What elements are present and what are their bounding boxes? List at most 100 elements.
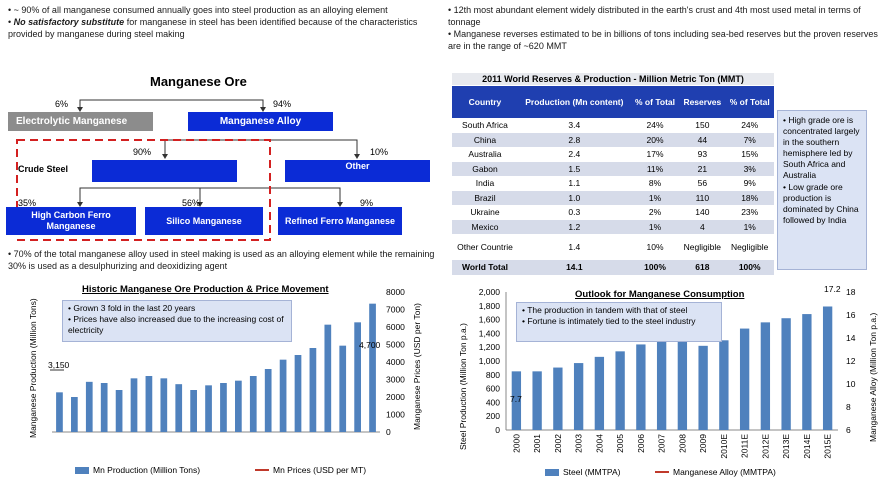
- chart2-y2-tick: 12: [846, 356, 856, 366]
- chart2-bar: [594, 356, 605, 430]
- chart1-bar: [369, 303, 376, 432]
- table-cell: 110: [679, 190, 726, 205]
- legend-swatch: [75, 466, 89, 474]
- flow-connectors: [16, 99, 360, 241]
- chart2-bar: [802, 314, 812, 430]
- legend-line: [655, 471, 669, 473]
- chart2-y-tick: 800: [486, 370, 500, 380]
- chart1-bar: [220, 383, 227, 432]
- pct-crude: 90%: [133, 147, 152, 157]
- chart1-bar: [85, 381, 93, 432]
- legend-swatch: [545, 468, 559, 476]
- table-row: Brazil 1.0 1% 110 18%: [452, 190, 774, 205]
- chart1-title: Historic Manganese Ore Production & Pric…: [82, 284, 329, 295]
- chart2-y2-tick: 16: [846, 310, 856, 320]
- table-header-cell: Reserves: [679, 86, 726, 118]
- chart1-legend-line: Mn Prices (USD per MT): [255, 465, 366, 475]
- note-right-line2: • Manganese reverses estimated to be in …: [448, 29, 878, 51]
- table-cell: 1%: [630, 219, 680, 234]
- usage-note: • 70% of the total manganese alloy used …: [8, 249, 435, 271]
- table-cell: 100%: [725, 260, 774, 275]
- chart1-callout-1: • Grown 3 fold in the last 20 years: [68, 303, 196, 313]
- table-header-cell: % of Total: [725, 86, 774, 118]
- table-cell: 1.4: [568, 242, 581, 252]
- manganese-alloy-box: Manganese Alloy: [188, 112, 333, 131]
- table-cell: 2%: [648, 207, 662, 218]
- flow-title: Manganese Ore: [150, 74, 247, 89]
- electrolytic-manganese-box: Electrolytic Manganese: [8, 112, 153, 131]
- chart1-bar: [205, 385, 212, 432]
- table-cell: 23%: [741, 207, 759, 218]
- pct-silico: 56%: [182, 198, 201, 208]
- table-cell: China: [452, 132, 518, 147]
- pct-hcf: 35%: [18, 198, 37, 208]
- table-cell: 0.3: [568, 207, 581, 218]
- table-header-cell: % of Total: [630, 86, 680, 118]
- pct-alloy: 94%: [273, 99, 292, 109]
- table-cell: 3%: [725, 161, 774, 176]
- note-left-line2: • No satisfactory substitute for mangane…: [8, 17, 418, 39]
- table-cell: Negligible: [683, 242, 722, 252]
- chart1-bar: [71, 397, 78, 432]
- chart1-y2-tick: 5000: [386, 340, 405, 350]
- pct-other: 10%: [370, 147, 389, 157]
- chart1-bar: [249, 376, 257, 432]
- table-cell: 18%: [725, 190, 774, 205]
- chart2-y2-tick: 18: [846, 287, 856, 297]
- chart1-bar: [339, 345, 347, 432]
- table-row: China 2.8 20% 44 7%: [452, 132, 774, 147]
- chart2-x-tick: 2013E: [781, 434, 791, 459]
- note-right: • 12th most abundant element widely dist…: [448, 4, 878, 52]
- high-carbon-ferro-box: High Carbon Ferro Manganese: [6, 207, 136, 235]
- chart1-start-label: 3,150: [48, 360, 70, 370]
- table-cell: 1.2: [517, 219, 631, 234]
- table-cell: 9%: [743, 178, 756, 189]
- chart1-bar: [279, 359, 287, 432]
- chart2-bar: [553, 367, 563, 430]
- chart2-callout-2: • Fortune is intimately tied to the stee…: [522, 316, 696, 326]
- table-cell: 10%: [646, 242, 664, 252]
- chart2-bar: [719, 340, 729, 430]
- table-callout: • High grade ore is concentrated largely…: [777, 110, 867, 270]
- chart1-y2-tick: 1000: [386, 410, 405, 420]
- table-row: Mexico 1.2 1% 4 1%: [452, 219, 774, 234]
- chart2-bar: [760, 322, 771, 430]
- chart1-y2-tick: 3000: [386, 375, 405, 385]
- table-cell: Gabon: [452, 161, 518, 176]
- table-row: India 1.1 8% 56 9%: [452, 176, 774, 191]
- chart1-bar: [294, 355, 302, 432]
- chart1-y2-tick: 0: [386, 427, 391, 437]
- chart2-bar: [532, 371, 542, 430]
- chart1-bar: [324, 324, 332, 432]
- table-header-cell: Country: [452, 86, 518, 118]
- table-cell: 44: [679, 132, 726, 147]
- chart2-x-tick: 2015E: [823, 434, 833, 459]
- chart2-y-tick: 0: [495, 425, 500, 435]
- table-cell: 150: [695, 120, 710, 131]
- table-cell: 17%: [646, 149, 664, 160]
- table-row: Gabon 1.5 11% 21 3%: [452, 161, 774, 176]
- table-callout-2: • Low grade ore production is dominated …: [783, 182, 859, 225]
- note-left-line1: • ~ 90% of all manganese consumed annual…: [8, 5, 388, 15]
- chart1-bar: [354, 322, 361, 432]
- chart2-end-label: 17.2: [824, 284, 841, 294]
- chart1-bar: [160, 378, 168, 432]
- chart1-y2-tick: 6000: [386, 322, 405, 332]
- chart2-x-tick: 2010E: [719, 434, 729, 459]
- chart2-y2-tick: 10: [846, 379, 856, 389]
- table-row: World Total 14.1 100% 618 100%: [452, 260, 774, 275]
- chart2-bar: [615, 351, 625, 430]
- table-cell: 1.1: [568, 178, 581, 189]
- chart2: 0 200 400 600 800 1,000 1,200 1,400 1,600 1,800 2,…: [458, 284, 878, 459]
- chart1-bar: [56, 392, 63, 432]
- table-cell: 1%: [630, 190, 680, 205]
- chart2-bar: [511, 371, 522, 430]
- crude-steel-label: Crude Steel: [18, 164, 69, 174]
- table-cell: 20%: [630, 132, 680, 147]
- chart2-ylabel: Steel Production (Million Ton p.a.): [458, 323, 468, 450]
- chart1-bar: [309, 348, 317, 432]
- chart2-x-tick: 2002: [553, 434, 563, 453]
- chart1-bar: [175, 384, 183, 432]
- table-cell: Other Countrie: [457, 242, 513, 252]
- chart2-x-tick: 2005: [615, 434, 625, 453]
